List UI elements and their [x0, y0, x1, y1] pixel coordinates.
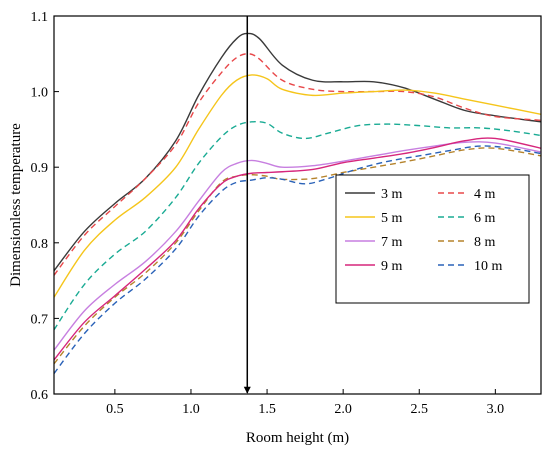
legend-entry-label: 10 m [474, 259, 503, 274]
series-line-6 [54, 147, 541, 365]
legend-entry-label: 5 m [381, 211, 403, 226]
series-line-8 [54, 145, 541, 375]
x-tick-label: 1.5 [258, 402, 276, 417]
legend: 3 m 4 m 5 m 6 m 7 m 8 m 9 m 10 m [335, 174, 530, 304]
x-tick-label: 0.5 [106, 402, 124, 417]
x-tick-label: 2.5 [411, 402, 429, 417]
y-axis: 0.6 0.7 0.8 0.9 1.0 1.1 [31, 10, 59, 403]
y-tick-label: 1.0 [31, 86, 49, 101]
legend-entry-label: 6 m [474, 211, 496, 226]
series-layer [54, 32, 541, 375]
series-line-4 [54, 120, 541, 331]
y-axis-label: Dimensionless temperature [8, 123, 24, 287]
legend-box [335, 174, 530, 304]
series-line-7 [54, 137, 541, 361]
y-tick-label: 1.1 [31, 10, 49, 25]
y-tick-label: 0.7 [31, 312, 49, 327]
plot-frame [53, 15, 542, 395]
x-tick-label: 1.0 [182, 402, 200, 417]
legend-entry-label: 8 m [474, 235, 496, 250]
x-tick-label: 3.0 [487, 402, 505, 417]
x-axis-label: Room height (m) [246, 430, 349, 446]
x-tick-label: 2.0 [334, 402, 352, 417]
series-line-5 [54, 141, 541, 351]
series-line-2 [54, 53, 541, 276]
legend-entry-label: 9 m [381, 259, 403, 274]
y-tick-label: 0.8 [31, 237, 49, 252]
series-line-3 [54, 74, 541, 298]
legend-entry-label: 7 m [381, 235, 403, 250]
legend-entry-label: 4 m [474, 187, 496, 202]
y-tick-label: 0.6 [31, 388, 49, 403]
x-axis: 0.5 1.0 1.5 2.0 2.5 3.0 [106, 389, 504, 417]
legend-entry-label: 3 m [381, 187, 403, 202]
y-tick-label: 0.9 [31, 161, 49, 176]
